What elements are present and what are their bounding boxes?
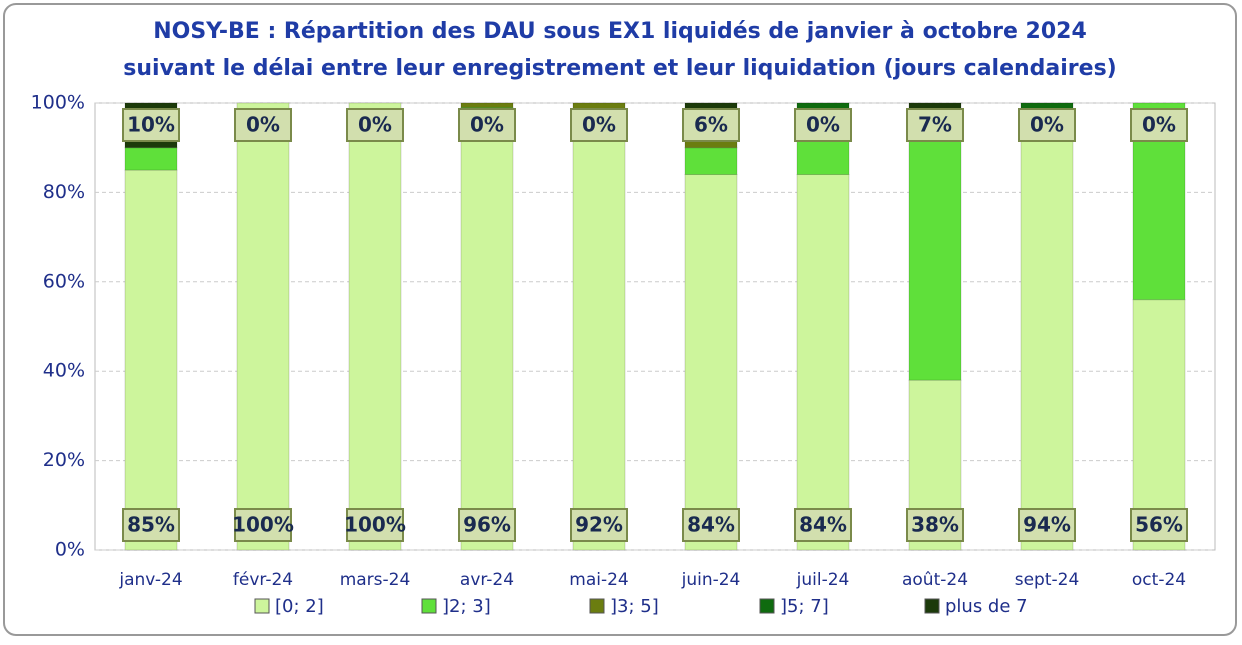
- x-tick-label: févr-24: [233, 570, 293, 590]
- bar-segment: [684, 147, 738, 176]
- x-tick-label: mai-24: [569, 570, 628, 590]
- chart-title: NOSY-BE : Répartition des DAU sous EX1 l…: [153, 19, 1087, 44]
- y-tick-label: 20%: [43, 449, 85, 471]
- data-label-box: [1018, 508, 1076, 542]
- data-label-box: [682, 108, 740, 142]
- data-label: 38%: [911, 513, 959, 537]
- data-label: 10%: [127, 113, 175, 137]
- bar-segment: [1020, 129, 1074, 551]
- legend-swatch: [421, 598, 437, 614]
- data-label: 84%: [799, 513, 847, 537]
- x-tick-label: avr-24: [460, 570, 514, 590]
- data-label-box: [570, 508, 628, 542]
- data-label-box: [458, 508, 516, 542]
- bar-segment: [460, 120, 514, 551]
- data-label: 84%: [687, 513, 735, 537]
- data-label: 56%: [1135, 513, 1183, 537]
- data-label: 0%: [1030, 113, 1064, 137]
- legend-label: ]2; 3]: [442, 596, 491, 617]
- data-label-box: [906, 508, 964, 542]
- x-tick-label: août-24: [902, 570, 968, 590]
- data-label-box: [906, 108, 964, 142]
- data-label: 0%: [582, 113, 616, 137]
- y-tick-label: 100%: [31, 92, 85, 114]
- y-tick-label: 40%: [43, 360, 85, 382]
- bar-segment: [684, 174, 738, 551]
- data-label-box: [1018, 108, 1076, 142]
- legend-label: [0; 2]: [275, 596, 324, 617]
- data-label: 100%: [232, 513, 294, 537]
- bar-segment: [124, 169, 178, 551]
- x-tick-label: juin-24: [681, 570, 741, 590]
- bar-segment: [908, 133, 962, 381]
- data-label-box: [122, 108, 180, 142]
- data-label: 100%: [344, 513, 406, 537]
- data-label: 0%: [358, 113, 392, 137]
- data-label: 0%: [470, 113, 504, 137]
- data-label-box: [234, 108, 292, 142]
- data-label-box: [346, 108, 404, 142]
- x-tick-label: mars-24: [340, 570, 411, 590]
- data-label: 6%: [694, 113, 728, 137]
- data-label: 0%: [1142, 113, 1176, 137]
- chart-subtitle: suivant le délai entre leur enregistreme…: [123, 56, 1116, 81]
- bar-segment: [796, 174, 850, 551]
- bar-segment: [348, 102, 402, 551]
- data-label: 0%: [806, 113, 840, 137]
- legend-swatch: [589, 598, 605, 614]
- data-label-box: [234, 508, 292, 542]
- data-label-box: [794, 508, 852, 542]
- y-tick-label: 0%: [55, 539, 85, 561]
- bar-segment: [236, 102, 290, 551]
- data-label: 92%: [575, 513, 623, 537]
- bar-segment: [460, 102, 514, 108]
- legend-swatch: [759, 598, 775, 614]
- bar-segment: [572, 138, 626, 551]
- data-label-box: [682, 508, 740, 542]
- data-label-box: [794, 108, 852, 142]
- data-label: 0%: [246, 113, 280, 137]
- data-label-box: [458, 108, 516, 142]
- legend-swatch: [254, 598, 270, 614]
- bar-segment: [124, 147, 178, 171]
- data-label: 96%: [463, 513, 511, 537]
- data-label-box: [1130, 508, 1188, 542]
- data-label: 94%: [1023, 513, 1071, 537]
- data-label-box: [122, 508, 180, 542]
- data-label: 85%: [127, 513, 175, 537]
- y-tick-label: 80%: [43, 181, 85, 203]
- y-tick-label: 60%: [43, 270, 85, 292]
- legend-label: ]3; 5]: [610, 596, 659, 617]
- x-tick-label: oct-24: [1132, 570, 1186, 590]
- legend-label: plus de 7: [945, 596, 1028, 617]
- x-tick-label: juil-24: [796, 570, 850, 590]
- data-label: 7%: [918, 113, 952, 137]
- x-tick-label: janv-24: [118, 570, 182, 590]
- data-label-box: [346, 508, 404, 542]
- x-tick-label: sept-24: [1015, 570, 1080, 590]
- data-label-box: [1130, 108, 1188, 142]
- legend-label: ]5; 7]: [780, 596, 829, 617]
- legend-swatch: [924, 598, 940, 614]
- data-label-box: [570, 108, 628, 142]
